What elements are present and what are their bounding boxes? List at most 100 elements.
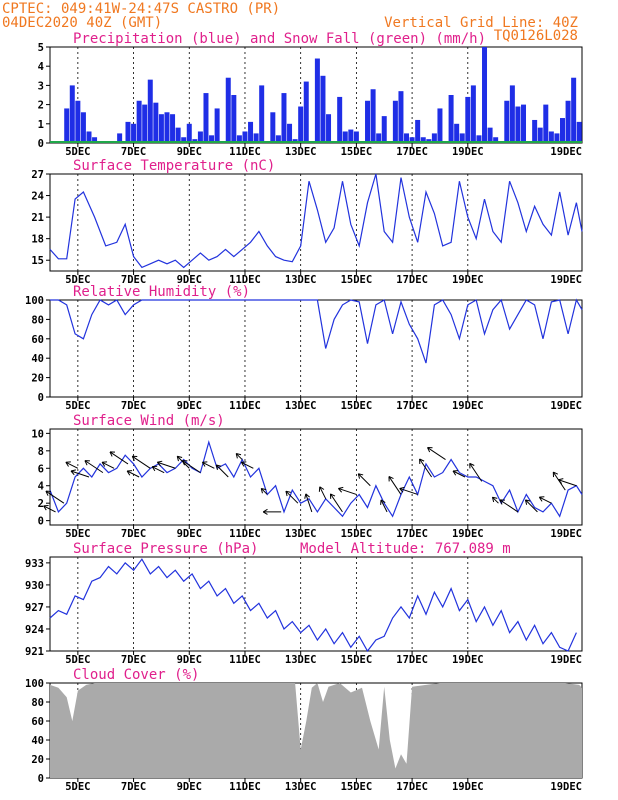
wind-frame <box>49 428 583 526</box>
wind-vector <box>499 499 519 513</box>
humidity-x-label-end: 19DEC <box>550 400 582 412</box>
wind-vector-head <box>452 470 459 476</box>
precip-bar <box>270 112 276 143</box>
wind-vector <box>319 486 327 500</box>
precip-bar <box>214 108 220 143</box>
precip-bar <box>431 133 437 143</box>
precip-bar <box>136 100 142 143</box>
wind-vector-head <box>380 499 386 505</box>
pressure-x-label: 7DEC <box>121 654 146 666</box>
wind-y-label: 4 <box>38 481 44 493</box>
precip-bar <box>565 100 571 143</box>
precip-x-label: 7DEC <box>121 146 146 158</box>
wind-x-label-end: 19DEC <box>550 528 582 540</box>
precip-bar <box>576 121 582 143</box>
wind-vector-head <box>126 470 133 476</box>
precip-y-label: 3 <box>38 80 44 92</box>
temperature-x-label: 13DEC <box>285 274 317 286</box>
temperature-x-label: 11DEC <box>229 274 261 286</box>
humidity-x-label: 9DEC <box>177 400 202 412</box>
cloud-y-label: 20 <box>31 754 44 766</box>
precip-bar <box>236 135 242 143</box>
precip-bar <box>554 133 560 143</box>
wind-vector <box>338 487 357 495</box>
pressure-y-label: 933 <box>25 558 44 570</box>
pressure-x-label: 13DEC <box>285 654 317 666</box>
precip-bar <box>509 85 515 143</box>
wind-vector-head <box>45 490 51 496</box>
precip-bar <box>415 119 421 143</box>
precip-x-label: 17DEC <box>396 146 428 158</box>
precip-bar <box>231 95 237 143</box>
precip-bar <box>125 121 131 143</box>
wind-vector-head <box>201 461 208 467</box>
precip-bar <box>370 89 376 143</box>
wind-vector <box>388 476 402 495</box>
pressure-x-label: 17DEC <box>396 654 428 666</box>
humidity-y-label: 60 <box>31 334 44 346</box>
wind-vector <box>399 487 418 495</box>
wind-vector-head <box>240 461 247 467</box>
precip-bar <box>181 137 187 143</box>
precip-bar <box>320 75 326 143</box>
precip-bar <box>392 100 398 143</box>
wind-vector-head <box>491 496 498 503</box>
precip-bar <box>537 127 543 143</box>
humidity-x-label: 17DEC <box>396 400 428 412</box>
wind-vector-head <box>84 460 90 466</box>
precip-bar <box>521 104 527 143</box>
precip-bar <box>298 106 304 143</box>
header-station: CPTEC: 049:41W-24:47S CASTRO (PR) <box>2 1 280 17</box>
cloud-y-label: 40 <box>31 735 44 747</box>
wind-vector-head <box>524 499 531 505</box>
precip-bar <box>248 121 254 143</box>
precip-bar <box>365 100 371 143</box>
precip-y-label: 0 <box>38 138 44 150</box>
pressure-frame <box>49 556 583 652</box>
wind-vector-head <box>215 464 222 470</box>
wind-x-label: 11DEC <box>229 528 261 540</box>
cloud-x-label: 17DEC <box>396 781 428 793</box>
wind-vector-head <box>262 508 268 515</box>
wind-vector <box>70 470 90 478</box>
humidity-x-label: 7DEC <box>121 400 146 412</box>
wind-vector-head <box>427 447 433 453</box>
wind-y-label: 0 <box>38 516 44 528</box>
cloud-y-label: 60 <box>31 716 44 728</box>
wind-vector <box>151 466 165 474</box>
wind-vector-head <box>285 490 291 497</box>
wind-x-label: 13DEC <box>285 528 317 540</box>
cloud-x-label: 7DEC <box>121 781 146 793</box>
wind-vector <box>525 499 538 513</box>
precip-bar <box>259 85 265 143</box>
precip-bar <box>532 119 538 143</box>
wind-vector <box>469 463 483 482</box>
wind-vector <box>215 464 229 478</box>
temperature-x-label: 15DEC <box>341 274 373 286</box>
wind-vector-head <box>558 478 564 484</box>
humidity-y-label: 20 <box>31 373 44 385</box>
pressure-x-label: 19DEC <box>452 654 484 666</box>
humidity-x-label: 5DEC <box>65 400 90 412</box>
precip-bar <box>69 85 75 143</box>
header-grid-line: Vertical Grid Line: 40Z <box>384 15 578 31</box>
precip-bar <box>420 137 426 143</box>
precip-bar <box>75 100 81 143</box>
precip-bar <box>465 96 471 143</box>
wind-y-label: 6 <box>38 463 44 475</box>
wind-x-label: 5DEC <box>65 528 90 540</box>
temperature-x-label: 19DEC <box>452 274 484 286</box>
precip-y-label: 5 <box>38 42 44 54</box>
wind-vector-head <box>131 455 138 462</box>
precip-bar <box>342 131 348 143</box>
temperature-y-label: 21 <box>31 212 44 224</box>
cloud-x-label: 9DEC <box>177 781 202 793</box>
wind-vector <box>84 460 104 474</box>
pressure-series-line <box>49 558 577 653</box>
cloud-title: Cloud Cover (%) <box>73 667 199 683</box>
wind-vector <box>380 499 388 513</box>
precip-bar <box>560 118 566 143</box>
panel-pressure: Surface Pressure (hPa) Model Altitude: 76… <box>25 541 583 666</box>
wind-vector <box>131 455 151 469</box>
precip-bar <box>482 47 488 143</box>
